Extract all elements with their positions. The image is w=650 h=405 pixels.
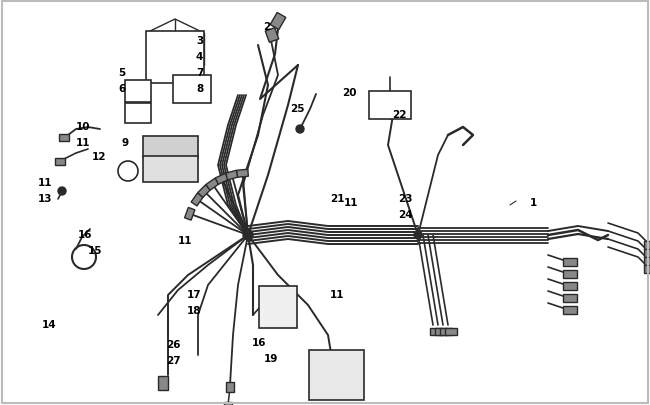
Text: 12: 12 — [92, 151, 107, 162]
Bar — [55, 158, 65, 165]
Bar — [430, 328, 442, 335]
Circle shape — [243, 230, 253, 241]
Bar — [206, 179, 219, 191]
Text: 11: 11 — [76, 138, 90, 148]
Bar — [563, 306, 577, 314]
Text: 6: 6 — [118, 84, 125, 94]
Bar — [59, 134, 69, 141]
Text: 25: 25 — [290, 104, 304, 114]
Bar — [644, 265, 650, 273]
Circle shape — [58, 188, 66, 196]
Bar — [191, 194, 203, 207]
Bar — [563, 270, 577, 278]
Bar — [142, 136, 198, 159]
Text: 10: 10 — [76, 122, 90, 132]
Bar — [445, 328, 457, 335]
Text: 15: 15 — [88, 245, 103, 256]
Text: 24: 24 — [398, 209, 413, 220]
Bar — [644, 249, 650, 257]
Text: 1: 1 — [530, 198, 538, 207]
Text: 20: 20 — [342, 88, 356, 98]
Bar — [270, 13, 286, 30]
Circle shape — [414, 231, 422, 239]
Text: 11: 11 — [344, 198, 359, 207]
Text: 22: 22 — [392, 110, 406, 120]
Circle shape — [296, 126, 304, 134]
Bar — [146, 32, 204, 84]
Text: 27: 27 — [166, 355, 181, 365]
Bar — [173, 76, 211, 104]
Bar — [226, 382, 234, 392]
Text: 21: 21 — [330, 194, 344, 203]
Text: 4: 4 — [196, 52, 203, 62]
Text: 16: 16 — [252, 337, 266, 347]
Text: 16: 16 — [78, 230, 92, 239]
Bar — [563, 258, 577, 266]
Bar — [226, 171, 238, 181]
Bar — [435, 328, 447, 335]
Text: 23: 23 — [398, 194, 413, 203]
Text: 11: 11 — [178, 235, 192, 245]
Bar — [198, 185, 211, 198]
Bar — [125, 81, 151, 103]
Bar — [125, 104, 151, 124]
Bar — [563, 282, 577, 290]
Bar — [158, 376, 168, 390]
Bar — [563, 294, 577, 302]
Text: 18: 18 — [187, 305, 202, 315]
Text: 2: 2 — [263, 22, 270, 32]
Text: 11: 11 — [38, 177, 53, 188]
Bar — [309, 350, 363, 400]
Bar — [259, 286, 297, 328]
Text: 14: 14 — [42, 319, 57, 329]
Bar — [265, 29, 279, 43]
Bar — [185, 208, 195, 221]
Bar — [224, 402, 232, 405]
Bar — [644, 241, 650, 249]
Text: 8: 8 — [196, 84, 203, 94]
Bar — [142, 157, 198, 183]
Text: 26: 26 — [166, 339, 181, 349]
Text: 19: 19 — [264, 353, 278, 363]
Text: 9: 9 — [122, 138, 129, 148]
Text: 3: 3 — [196, 36, 203, 46]
Text: 11: 11 — [330, 289, 344, 299]
Text: 7: 7 — [196, 68, 203, 78]
Bar — [369, 92, 411, 120]
Bar — [215, 174, 228, 185]
Text: 13: 13 — [38, 194, 53, 203]
Text: 5: 5 — [118, 68, 125, 78]
Bar — [440, 328, 452, 335]
Bar — [237, 170, 248, 178]
Bar — [644, 257, 650, 265]
Text: 17: 17 — [187, 289, 202, 299]
